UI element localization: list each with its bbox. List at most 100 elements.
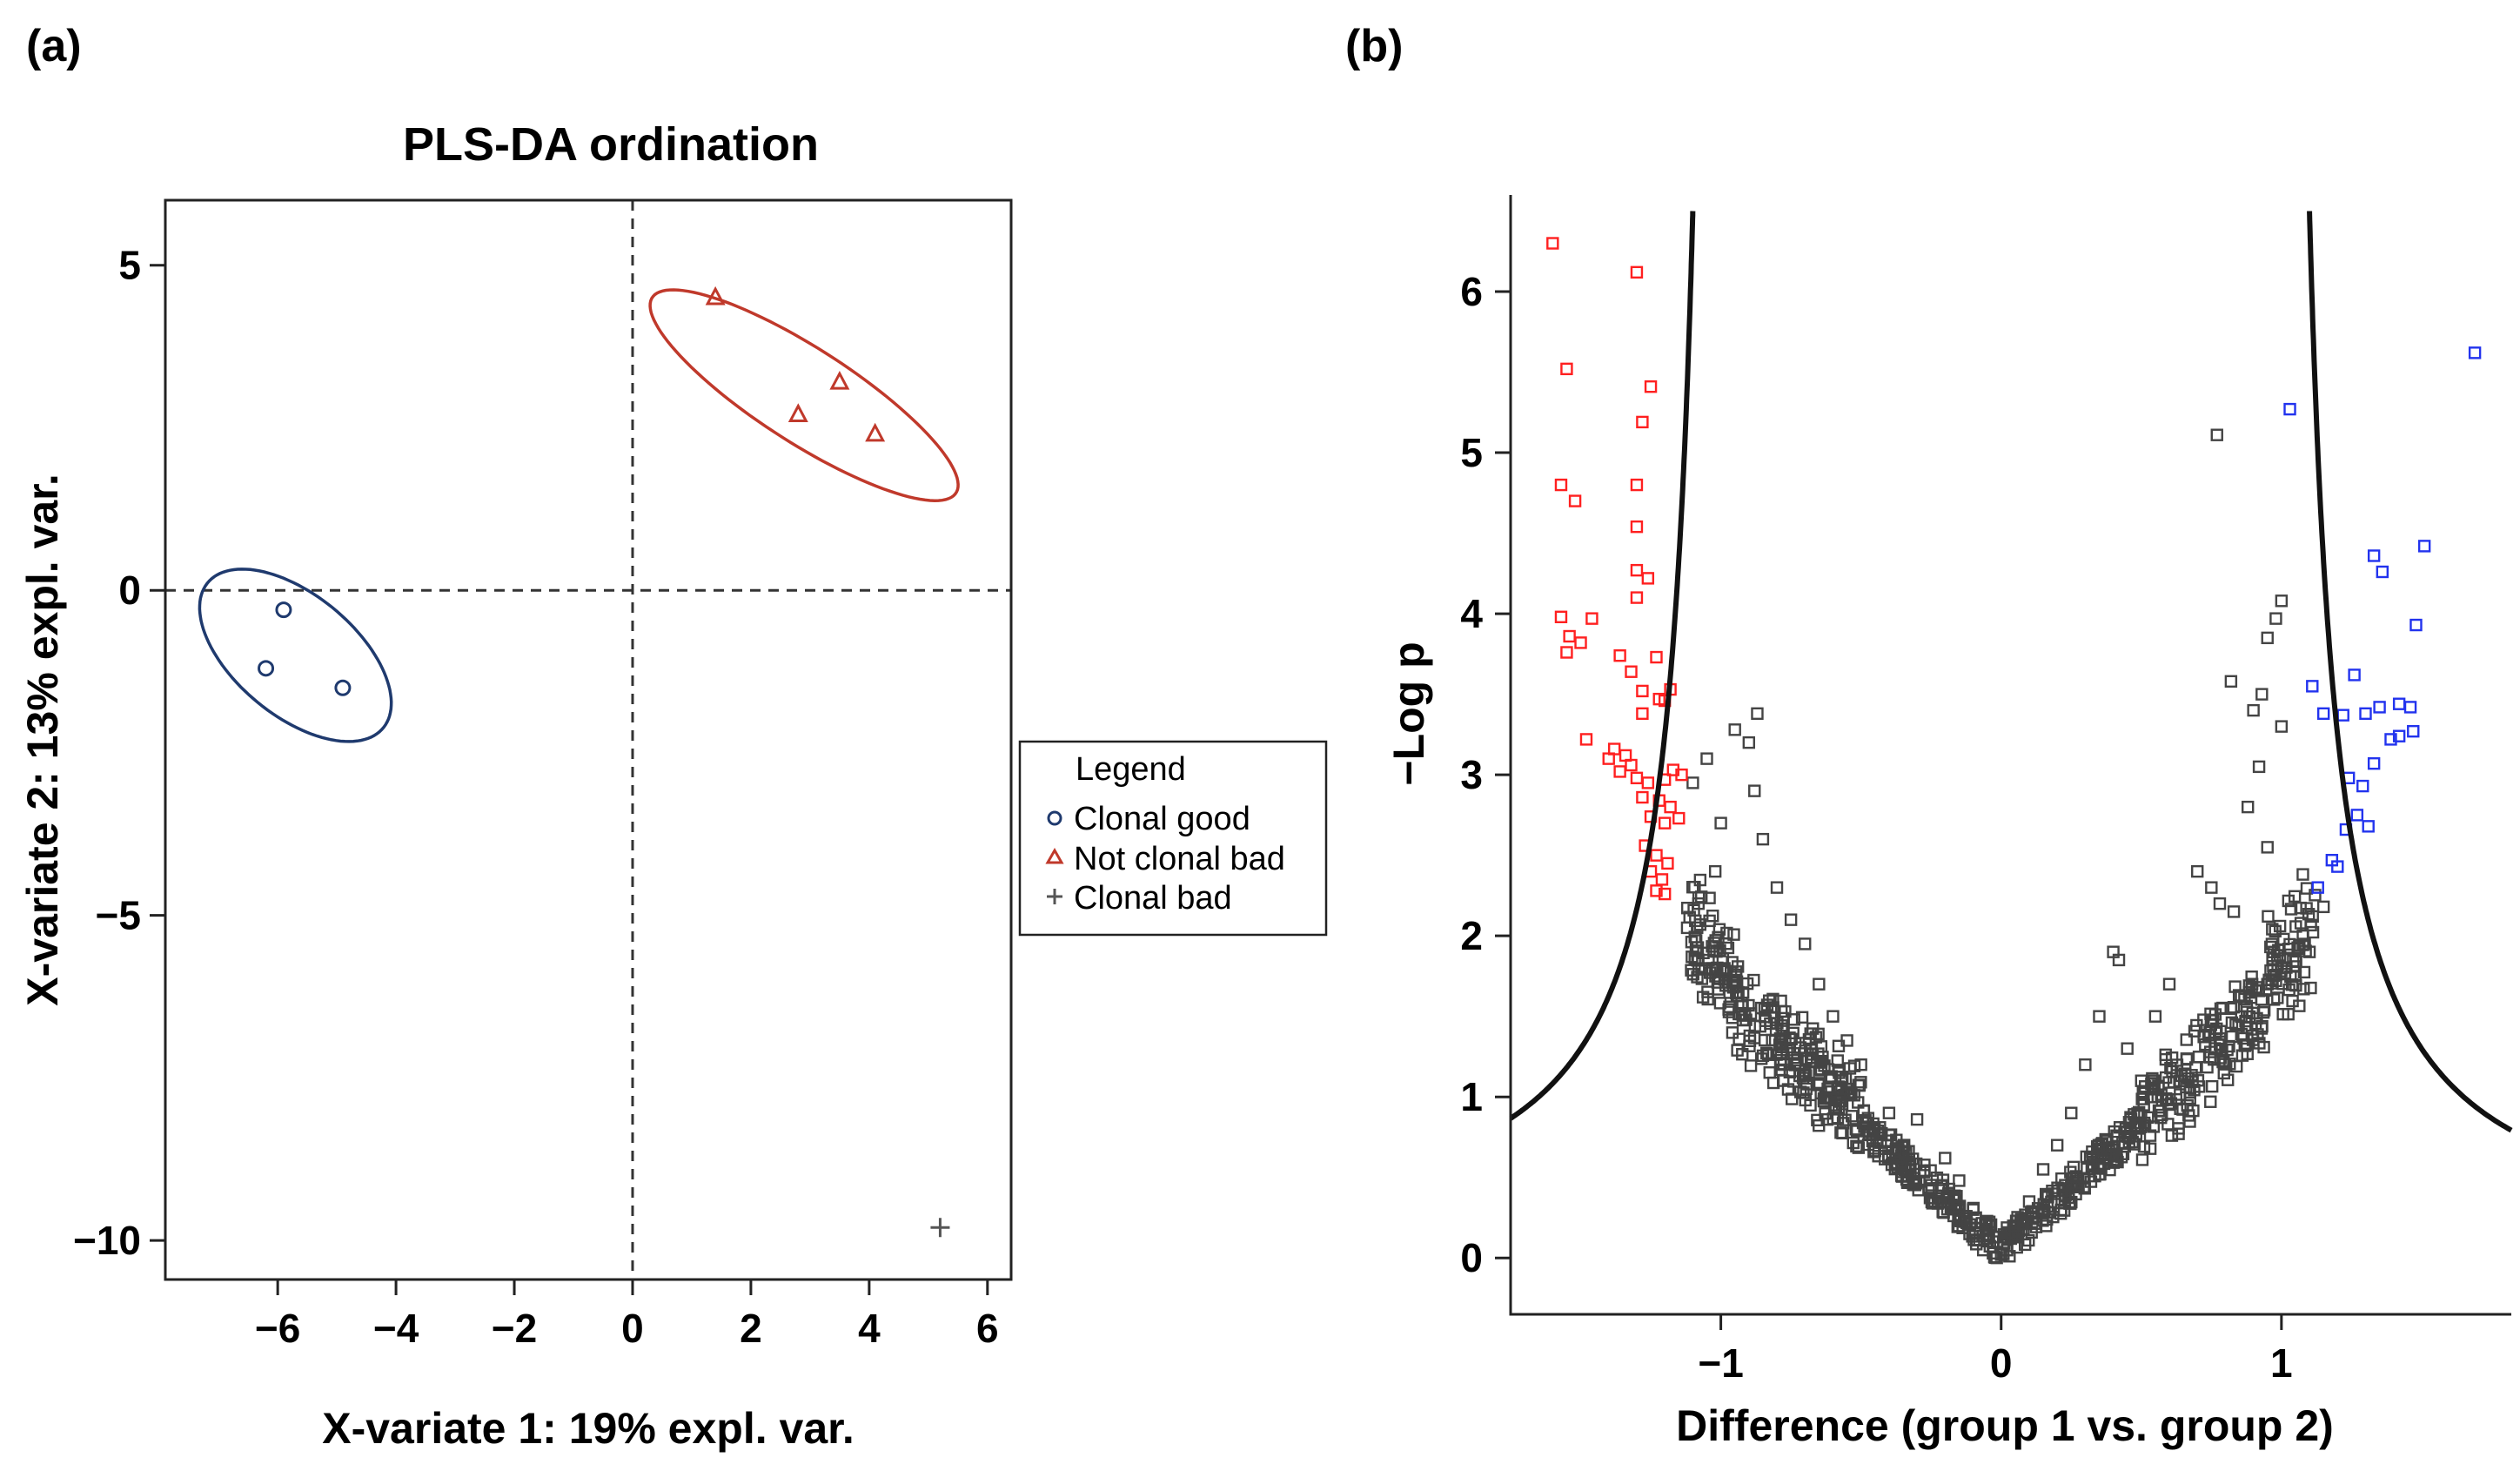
not-significant-point xyxy=(2306,910,2319,924)
not-significant-point xyxy=(2112,953,2126,967)
not-significant-point xyxy=(2007,1219,2020,1233)
y-tick-label: 3 xyxy=(1460,752,1483,797)
not-significant-point xyxy=(2232,1019,2245,1032)
legend-box xyxy=(1018,740,1328,937)
not-significant-point xyxy=(1822,1085,1836,1098)
not-significant-point xyxy=(2210,428,2223,441)
not-significant-point xyxy=(1912,1184,1925,1197)
not-significant-point xyxy=(2019,1208,2032,1221)
legend-entry-not-clonal-bad: Not clonal bad xyxy=(1045,841,1285,877)
not-significant-point xyxy=(1875,1126,1888,1140)
right-significant-point xyxy=(2367,549,2381,562)
not-significant-point xyxy=(2241,1038,2254,1051)
x-tick-label: 4 xyxy=(858,1306,881,1351)
not-significant-point xyxy=(1793,1085,1807,1098)
legend-entry-clonal-good: Clonal good xyxy=(1047,801,1250,837)
x-axis-title-a: X-variate 1: 19% expl. var. xyxy=(322,1404,854,1453)
not-significant-point xyxy=(1800,1052,1813,1065)
left-significant-point xyxy=(1664,800,1677,814)
not-significant-point xyxy=(2214,1051,2227,1065)
left-significant-point xyxy=(1636,790,1649,804)
not-significant-point xyxy=(1840,1082,1853,1096)
not-significant-point xyxy=(2249,1017,2262,1031)
left-significant-point xyxy=(1613,649,1626,662)
not-significant-point xyxy=(2165,1051,2179,1065)
y-tick-label: 0 xyxy=(118,568,141,613)
left-significant-point xyxy=(1658,887,1672,901)
plot-a-frame xyxy=(164,198,1013,1281)
not-significant-point xyxy=(2135,1092,2148,1105)
not-significant-point xyxy=(2289,978,2302,992)
left-significant-point xyxy=(1554,610,1568,623)
not-significant-point xyxy=(2282,894,2295,908)
legend-entry-clonal-bad: Clonal bad xyxy=(1047,880,1232,917)
not-significant-point xyxy=(2022,1195,2036,1208)
point-clonal-good xyxy=(275,601,292,619)
right-significant-point xyxy=(2359,707,2372,721)
not-significant-point xyxy=(1742,998,1755,1012)
not-significant-point xyxy=(2135,1153,2149,1166)
panel-a-label: (a) xyxy=(26,21,82,71)
left-significant-point xyxy=(1636,415,1649,429)
not-significant-point xyxy=(2304,981,2317,995)
not-significant-point xyxy=(1826,1010,1840,1023)
left-significant-point xyxy=(1625,665,1638,678)
not-significant-point xyxy=(1882,1151,1895,1164)
not-significant-point xyxy=(1680,921,1694,935)
not-significant-point xyxy=(2041,1191,2054,1204)
not-significant-point xyxy=(2214,1002,2228,1015)
right-significant-point xyxy=(2311,881,2324,894)
legend-label: Clonal good xyxy=(1074,801,1250,837)
not-significant-point xyxy=(2008,1227,2022,1240)
not-significant-point xyxy=(2148,1083,2161,1096)
not-significant-point xyxy=(1836,1126,1849,1140)
not-significant-point xyxy=(2261,977,2274,991)
y-axis-ticks: 5 0 −5 −10 xyxy=(73,243,165,1263)
left-significant-point xyxy=(1602,752,1615,765)
right-significant-point xyxy=(2367,756,2381,770)
not-significant-point xyxy=(1925,1182,1939,1195)
not-significant-point xyxy=(2050,1139,2064,1152)
not-significant-point xyxy=(1697,946,1710,959)
not-significant-point xyxy=(1814,1064,1828,1077)
not-significant-point xyxy=(2121,1042,2134,1055)
not-significant-point xyxy=(2275,961,2289,975)
not-significant-point xyxy=(2130,1119,2143,1132)
reference-lines xyxy=(165,200,1011,1280)
not-significant-point xyxy=(1795,1011,1809,1024)
not-significant-point xyxy=(1840,1034,1853,1047)
ellipse-not-clonal-bad xyxy=(648,288,960,502)
not-significant-point xyxy=(2269,924,2282,938)
not-significant-point xyxy=(2225,1016,2239,1030)
not-significant-point xyxy=(1804,1098,1817,1112)
x-tick-label: −1 xyxy=(1698,1340,1743,1386)
not-significant-point xyxy=(2054,1207,2068,1220)
point-not-clonal-bad xyxy=(705,285,726,306)
not-significant-point xyxy=(2296,868,2309,881)
not-significant-point xyxy=(1719,979,1732,992)
not-significant-point xyxy=(1736,1048,1749,1061)
not-significant-point xyxy=(1732,1032,1746,1045)
left-significant-point xyxy=(1652,692,1665,706)
not-significant-point xyxy=(1727,976,1740,990)
not-significant-point xyxy=(1706,909,1719,923)
not-significant-point xyxy=(2159,1048,2172,1062)
not-significant-point xyxy=(2227,905,2241,918)
left-significant-point xyxy=(1563,629,1576,643)
not-significant-point xyxy=(2230,1059,2243,1073)
not-significant-point xyxy=(2166,1065,2179,1078)
not-significant-point xyxy=(1895,1165,1909,1179)
not-significant-point xyxy=(1852,1141,1866,1154)
panel-a-pls-da: (a) PLS-DA ordination −6 −4 −2 0 2 4 6 5 0 −5 −10… xyxy=(18,21,1328,1453)
not-significant-point xyxy=(2284,903,2298,916)
not-significant-point xyxy=(2135,1074,2148,1087)
not-significant-point xyxy=(2058,1190,2072,1203)
right-significant-points xyxy=(2283,346,2482,894)
y-tick-label: 1 xyxy=(1460,1074,1483,1119)
left-significant-point xyxy=(1644,380,1658,393)
left-significant-points xyxy=(1546,237,1688,901)
not-significant-point xyxy=(1751,707,1764,721)
not-significant-point xyxy=(2252,760,2266,774)
not-significant-point xyxy=(1904,1164,1917,1177)
